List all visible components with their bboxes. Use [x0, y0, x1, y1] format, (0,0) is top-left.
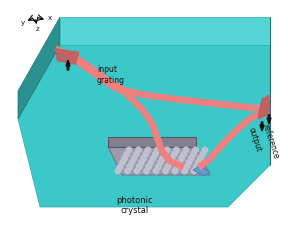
Circle shape [193, 148, 198, 153]
Circle shape [190, 152, 196, 157]
Circle shape [143, 152, 149, 157]
Polygon shape [56, 56, 77, 61]
Circle shape [134, 168, 140, 174]
Circle shape [134, 152, 139, 157]
Circle shape [179, 156, 184, 161]
Circle shape [144, 168, 149, 174]
Circle shape [186, 160, 192, 166]
Polygon shape [57, 60, 76, 65]
Polygon shape [55, 49, 79, 54]
Polygon shape [259, 105, 269, 112]
Polygon shape [259, 109, 270, 116]
Circle shape [158, 160, 163, 166]
Circle shape [131, 156, 137, 161]
Circle shape [177, 160, 182, 166]
Circle shape [148, 160, 154, 166]
FancyArrow shape [66, 61, 70, 71]
Circle shape [171, 152, 177, 157]
Circle shape [169, 156, 175, 161]
Circle shape [174, 148, 179, 153]
Polygon shape [18, 46, 270, 207]
Circle shape [181, 152, 187, 157]
Polygon shape [57, 58, 77, 63]
Circle shape [202, 148, 208, 153]
Polygon shape [121, 88, 265, 113]
Circle shape [182, 168, 187, 174]
Circle shape [164, 148, 170, 153]
Circle shape [141, 156, 146, 161]
Circle shape [129, 160, 135, 166]
Polygon shape [197, 111, 266, 170]
Circle shape [125, 168, 130, 174]
Circle shape [172, 168, 178, 174]
Polygon shape [56, 54, 78, 59]
Polygon shape [258, 113, 270, 119]
Circle shape [153, 152, 158, 157]
FancyArrow shape [260, 122, 264, 131]
Polygon shape [106, 79, 124, 94]
Circle shape [124, 152, 130, 157]
Circle shape [115, 168, 121, 174]
Polygon shape [261, 101, 270, 108]
Circle shape [198, 156, 203, 161]
Text: output: output [247, 126, 264, 153]
Circle shape [137, 164, 142, 170]
Circle shape [167, 160, 173, 166]
FancyArrow shape [267, 116, 271, 124]
Polygon shape [55, 52, 78, 57]
Circle shape [162, 152, 168, 157]
Polygon shape [18, 18, 60, 119]
Text: photonic
crystal: photonic crystal [117, 195, 153, 215]
Polygon shape [262, 96, 269, 101]
Circle shape [163, 168, 168, 174]
Circle shape [175, 164, 180, 170]
Polygon shape [259, 104, 269, 111]
Polygon shape [261, 100, 269, 106]
Circle shape [136, 148, 141, 153]
Polygon shape [108, 137, 196, 147]
Polygon shape [193, 166, 210, 176]
Polygon shape [260, 106, 270, 111]
Circle shape [126, 148, 132, 153]
Polygon shape [55, 47, 80, 63]
Circle shape [145, 148, 151, 153]
Circle shape [118, 164, 123, 170]
Polygon shape [261, 98, 269, 104]
Circle shape [196, 160, 201, 166]
Circle shape [165, 164, 170, 170]
Text: x: x [48, 15, 52, 21]
Polygon shape [149, 122, 184, 170]
Circle shape [188, 156, 194, 161]
Text: input
grating: input grating [97, 65, 125, 84]
Polygon shape [120, 88, 154, 125]
Circle shape [127, 164, 132, 170]
Polygon shape [258, 111, 270, 118]
Polygon shape [108, 147, 210, 175]
Text: z: z [36, 26, 40, 32]
Text: reference: reference [260, 123, 280, 160]
Circle shape [153, 168, 159, 174]
Polygon shape [259, 107, 269, 114]
Circle shape [139, 160, 144, 166]
Circle shape [146, 164, 151, 170]
Circle shape [184, 164, 190, 170]
Circle shape [150, 156, 156, 161]
Polygon shape [60, 18, 270, 46]
Circle shape [156, 164, 161, 170]
Circle shape [155, 148, 160, 153]
Polygon shape [66, 52, 110, 86]
Circle shape [120, 160, 125, 166]
Polygon shape [260, 104, 270, 109]
Circle shape [191, 168, 197, 174]
Circle shape [160, 156, 165, 161]
Circle shape [200, 152, 206, 157]
Circle shape [194, 164, 199, 170]
Text: y: y [21, 20, 25, 26]
Circle shape [122, 156, 127, 161]
Circle shape [183, 148, 189, 153]
